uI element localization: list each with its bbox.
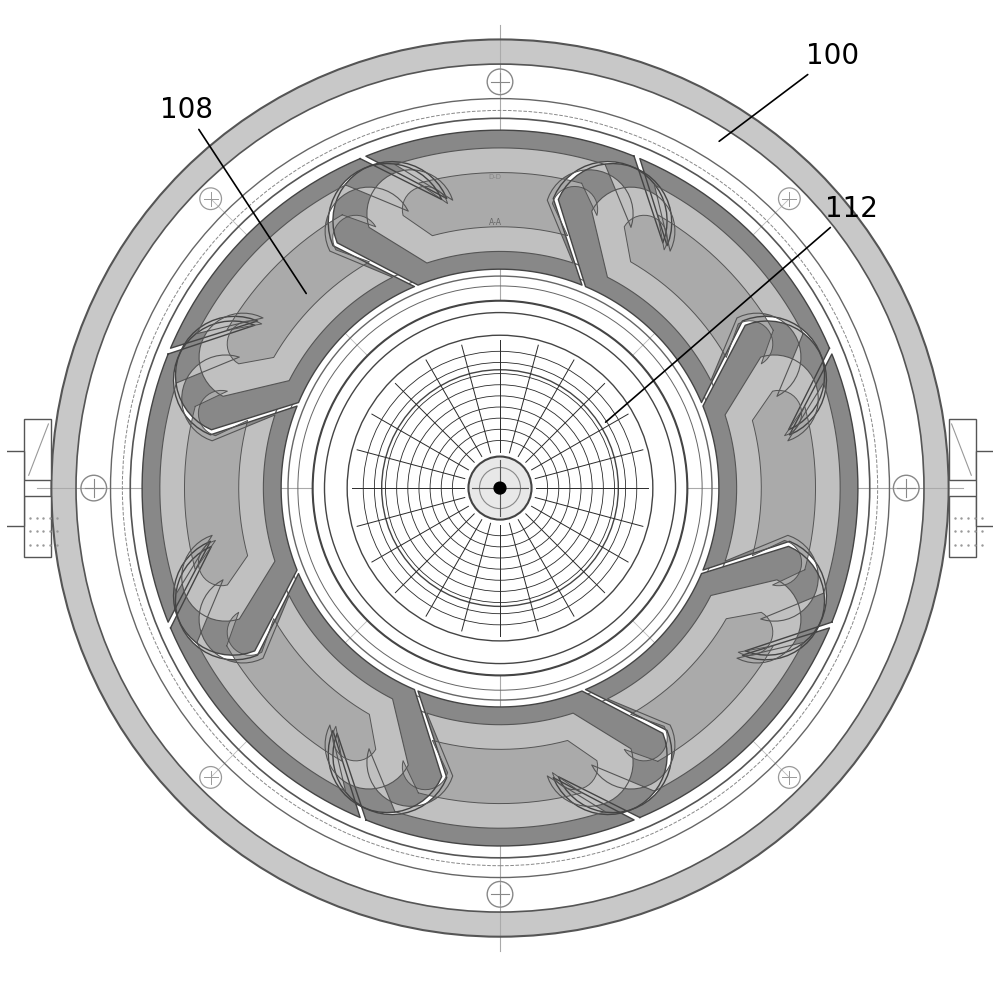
- Polygon shape: [227, 612, 376, 761]
- Polygon shape: [367, 713, 633, 828]
- FancyBboxPatch shape: [949, 496, 976, 557]
- Polygon shape: [333, 130, 667, 285]
- Polygon shape: [624, 215, 773, 364]
- Circle shape: [313, 301, 687, 675]
- FancyBboxPatch shape: [949, 419, 976, 480]
- Circle shape: [468, 457, 532, 520]
- Polygon shape: [624, 612, 773, 761]
- Text: 100: 100: [719, 42, 859, 141]
- Polygon shape: [227, 215, 376, 364]
- Text: 112: 112: [606, 195, 878, 422]
- Circle shape: [32, 20, 968, 956]
- Polygon shape: [402, 173, 598, 236]
- Text: 108: 108: [160, 97, 306, 294]
- Text: A-A: A-A: [489, 218, 502, 227]
- Polygon shape: [184, 390, 248, 586]
- FancyBboxPatch shape: [976, 451, 1000, 526]
- Polygon shape: [402, 740, 598, 804]
- Polygon shape: [558, 546, 829, 817]
- Polygon shape: [197, 185, 408, 396]
- FancyBboxPatch shape: [24, 496, 51, 557]
- Polygon shape: [197, 580, 408, 791]
- Polygon shape: [333, 691, 667, 846]
- Polygon shape: [703, 321, 858, 655]
- Polygon shape: [592, 580, 803, 791]
- Polygon shape: [752, 390, 816, 586]
- Circle shape: [130, 118, 870, 858]
- Polygon shape: [558, 159, 829, 430]
- Polygon shape: [367, 148, 633, 263]
- Polygon shape: [171, 159, 442, 430]
- Polygon shape: [592, 185, 803, 396]
- Polygon shape: [171, 546, 442, 817]
- Circle shape: [494, 482, 506, 494]
- Polygon shape: [160, 355, 275, 621]
- FancyBboxPatch shape: [24, 419, 51, 480]
- Polygon shape: [142, 321, 297, 655]
- Text: D-D: D-D: [489, 175, 502, 180]
- Polygon shape: [725, 355, 840, 621]
- FancyBboxPatch shape: [0, 451, 24, 526]
